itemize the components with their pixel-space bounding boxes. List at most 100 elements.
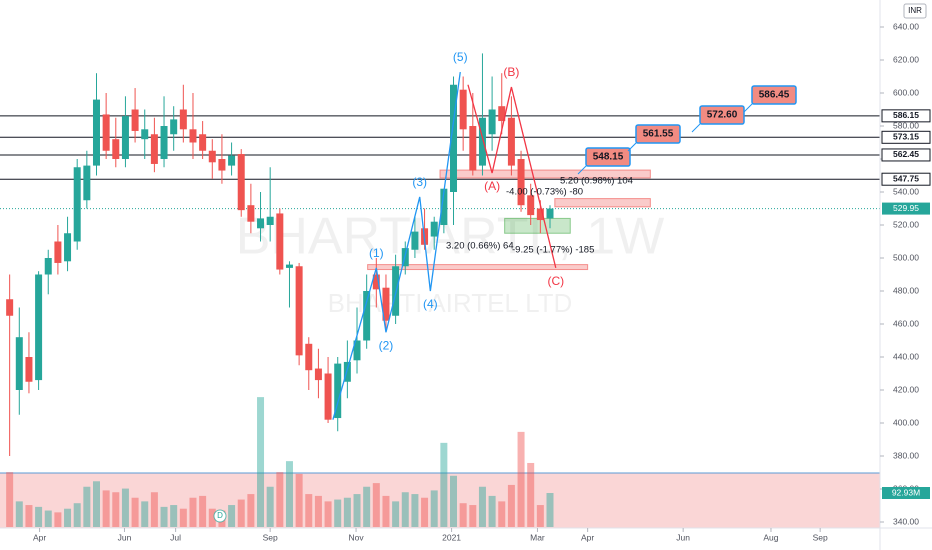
- measure-label: -9.25 (-1.77%) -185: [512, 245, 594, 256]
- y-tick-label: 420.00: [893, 384, 919, 394]
- volume-label: 92.93M: [892, 487, 920, 497]
- candle-body: [35, 274, 43, 381]
- measure-label: 5.20 (0.98%) 104: [560, 176, 633, 187]
- volume-bar: [25, 505, 33, 527]
- volume-bar: [478, 486, 486, 527]
- volume-bar: [160, 506, 168, 527]
- volume-bar: [179, 508, 187, 527]
- target-box: [699, 105, 745, 125]
- x-tick-label: Apr: [581, 532, 594, 542]
- candle-body: [64, 233, 72, 262]
- candle-body: [469, 126, 477, 171]
- candle-body: [208, 150, 216, 163]
- target-label: 561.55: [643, 129, 674, 140]
- candle-body: [237, 154, 245, 211]
- last-price-label: 529.95: [893, 203, 919, 213]
- zone: [367, 264, 589, 271]
- volume-bar: [189, 497, 197, 527]
- volume-bar: [343, 497, 351, 527]
- volume-bar: [295, 473, 303, 527]
- level-label-box: [881, 172, 931, 186]
- candle-body: [363, 291, 371, 341]
- candle-body: [150, 134, 158, 164]
- wave-label: (2): [379, 338, 394, 352]
- level-label: 562.45: [893, 149, 919, 159]
- x-tick-label: Sep: [813, 532, 828, 542]
- target-box: [635, 124, 681, 144]
- candle-body: [121, 116, 129, 159]
- x-tick-label: Jun: [118, 532, 132, 542]
- candle-body: [189, 129, 197, 143]
- x-tick-label: Nov: [348, 532, 364, 542]
- candle-body: [54, 241, 62, 263]
- volume-bar: [121, 488, 129, 527]
- x-tick-label: Aug: [763, 532, 778, 542]
- candle-body: [92, 99, 100, 166]
- x-tick-label: Mar: [530, 532, 545, 542]
- volume-bar: [305, 494, 313, 527]
- volume-bar: [199, 495, 207, 527]
- volume-bar: [112, 492, 120, 527]
- volume-bar: [421, 497, 429, 527]
- candle-body: [314, 368, 322, 381]
- volume-bar: [430, 490, 438, 527]
- candle-body: [199, 134, 207, 151]
- target-box: [585, 147, 631, 167]
- candle-body: [160, 126, 168, 159]
- x-tick-label: Apr: [33, 532, 46, 542]
- x-tick-label: 2021: [442, 532, 461, 542]
- volume-bar: [324, 501, 332, 527]
- volume-bar: [285, 461, 293, 527]
- volume-bar: [469, 505, 477, 527]
- y-tick-label: 540.00: [893, 186, 919, 196]
- volume-bar: [83, 486, 91, 527]
- volume-bar: [507, 484, 515, 527]
- dividend: D: [213, 509, 227, 523]
- candle-body: [266, 216, 274, 225]
- dividend-circle: [213, 509, 227, 523]
- volume-bar: [459, 503, 467, 527]
- measure-label: 3.20 (0.66%) 64: [446, 241, 514, 252]
- volume-bar: [276, 472, 284, 527]
- candle-body: [536, 208, 544, 221]
- volume-bar: [35, 506, 43, 527]
- volume-bar: [546, 493, 554, 527]
- volume-bar: [440, 442, 448, 527]
- wave-label: (A): [484, 179, 500, 193]
- volume-bar: [102, 490, 110, 527]
- candle-body: [170, 119, 178, 135]
- candle-body: [179, 109, 187, 130]
- candle-body: [478, 117, 486, 166]
- candle-body: [430, 221, 438, 237]
- x-tick-label: Sep: [263, 532, 278, 542]
- volume-bar: [517, 431, 525, 527]
- volume-bar: [334, 499, 342, 527]
- target-box: [751, 85, 797, 105]
- candle-body: [257, 218, 265, 229]
- candle-body: [15, 337, 23, 390]
- volume-bar: [44, 510, 52, 527]
- candle-body: [25, 357, 33, 382]
- volume-bar: [536, 505, 544, 527]
- wave-label: (5): [453, 50, 468, 64]
- currency: INR: [908, 6, 922, 15]
- target-label: 572.60: [707, 110, 738, 121]
- volume-bar: [170, 505, 178, 527]
- level-label: 586.15: [893, 110, 919, 120]
- candle-body: [285, 264, 293, 268]
- volume-bar: [237, 499, 245, 527]
- dividend-label: D: [217, 511, 223, 520]
- y-tick-label: 500.00: [893, 252, 919, 262]
- volume-bar: [363, 486, 371, 527]
- candle-body: [440, 188, 448, 225]
- volume-bar: [527, 462, 535, 527]
- corrective-wave: [467, 84, 557, 269]
- level-label-box: [881, 109, 931, 123]
- candle-body: [102, 114, 110, 151]
- y-tick-label: 340.00: [893, 516, 919, 526]
- y-tick-label: 440.00: [893, 351, 919, 361]
- candle-body: [488, 109, 496, 135]
